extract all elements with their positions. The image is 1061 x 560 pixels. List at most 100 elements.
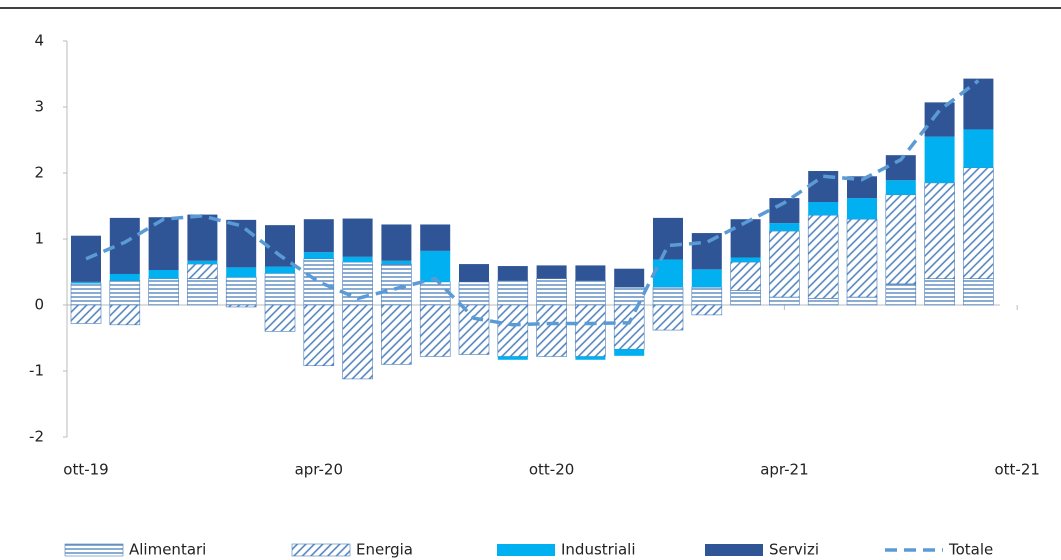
bar	[264, 273, 296, 306]
bar	[497, 280, 529, 306]
bar	[924, 136, 955, 183]
bar	[613, 304, 645, 350]
bar	[885, 194, 917, 285]
bar	[885, 283, 917, 306]
bar	[653, 259, 683, 288]
bar	[575, 265, 606, 281]
bar	[963, 278, 994, 306]
bar	[730, 219, 761, 258]
bar	[342, 218, 373, 257]
bar	[846, 296, 878, 306]
bar	[342, 256, 373, 263]
bar	[924, 102, 955, 137]
bar	[497, 304, 529, 357]
bar	[614, 349, 645, 356]
bar	[536, 278, 567, 306]
line	[85, 79, 980, 327]
legend-label: Totale	[948, 541, 993, 559]
bar	[226, 267, 257, 278]
bar	[730, 290, 761, 306]
bar	[769, 230, 800, 298]
legend-swatch	[705, 544, 763, 556]
bar	[730, 257, 761, 263]
legend-swatch	[64, 543, 124, 557]
bar	[420, 224, 451, 251]
bar	[303, 219, 334, 253]
y-tick-label: 4	[34, 32, 44, 50]
bar	[575, 356, 606, 360]
bar	[807, 298, 839, 306]
legend-label: Industriali	[561, 541, 636, 559]
bar	[536, 304, 567, 357]
bar	[187, 214, 218, 261]
x-tick-label: apr-20	[295, 461, 343, 479]
bar	[264, 304, 296, 332]
bar	[730, 261, 761, 291]
bar	[187, 260, 218, 265]
bar	[885, 180, 916, 195]
bar	[226, 219, 257, 268]
bar	[924, 278, 955, 306]
bar	[109, 217, 140, 274]
bar	[963, 78, 994, 130]
bar	[924, 182, 955, 279]
bar	[303, 304, 335, 367]
bar	[109, 273, 140, 281]
bar	[575, 304, 606, 357]
legend-label: Servizi	[769, 541, 819, 559]
bar	[652, 304, 684, 331]
legend-swatch	[497, 544, 555, 556]
bar	[419, 281, 451, 306]
bar	[458, 281, 490, 306]
bar	[70, 282, 102, 306]
bar	[536, 265, 567, 279]
bar	[458, 304, 490, 355]
bar	[265, 266, 295, 274]
bar	[691, 269, 722, 288]
y-tick-label: -2	[29, 428, 44, 446]
bar	[71, 281, 101, 284]
bar	[847, 176, 877, 199]
bar	[769, 296, 800, 306]
bar	[614, 268, 645, 288]
bar	[381, 263, 412, 306]
x-tick-label: ott-20	[529, 461, 574, 479]
bar	[109, 280, 141, 306]
bar	[303, 252, 334, 259]
bar	[303, 258, 335, 306]
bar	[342, 304, 373, 380]
bar	[148, 278, 179, 306]
bar	[70, 304, 102, 324]
bar	[653, 217, 683, 260]
legend-label: Alimentari	[129, 541, 206, 559]
bar	[187, 263, 218, 279]
y-tick-label: 2	[34, 164, 44, 182]
bar	[691, 304, 723, 316]
bar	[963, 129, 994, 168]
bar	[963, 167, 994, 279]
bar	[846, 218, 878, 298]
legend-label: Energia	[356, 541, 413, 559]
y-tick-label: 3	[34, 98, 44, 116]
bar	[381, 260, 412, 265]
bar	[652, 286, 684, 306]
bar	[225, 304, 257, 308]
x-tick-label: apr-21	[760, 461, 808, 479]
bar	[769, 223, 800, 232]
bar	[187, 278, 218, 306]
y-tick-label: -1	[29, 362, 44, 380]
bar	[225, 276, 257, 306]
legend-swatch	[291, 543, 351, 557]
bar	[807, 214, 839, 299]
y-tick-label: 1	[34, 230, 44, 248]
bar	[847, 198, 877, 220]
y-tick-label: 0	[34, 296, 44, 314]
bar	[109, 304, 141, 326]
bar	[459, 264, 489, 282]
bar	[691, 286, 723, 306]
bar	[497, 356, 528, 360]
bar	[381, 304, 412, 365]
x-tick-label: ott-21	[994, 461, 1039, 479]
bar	[148, 270, 179, 279]
